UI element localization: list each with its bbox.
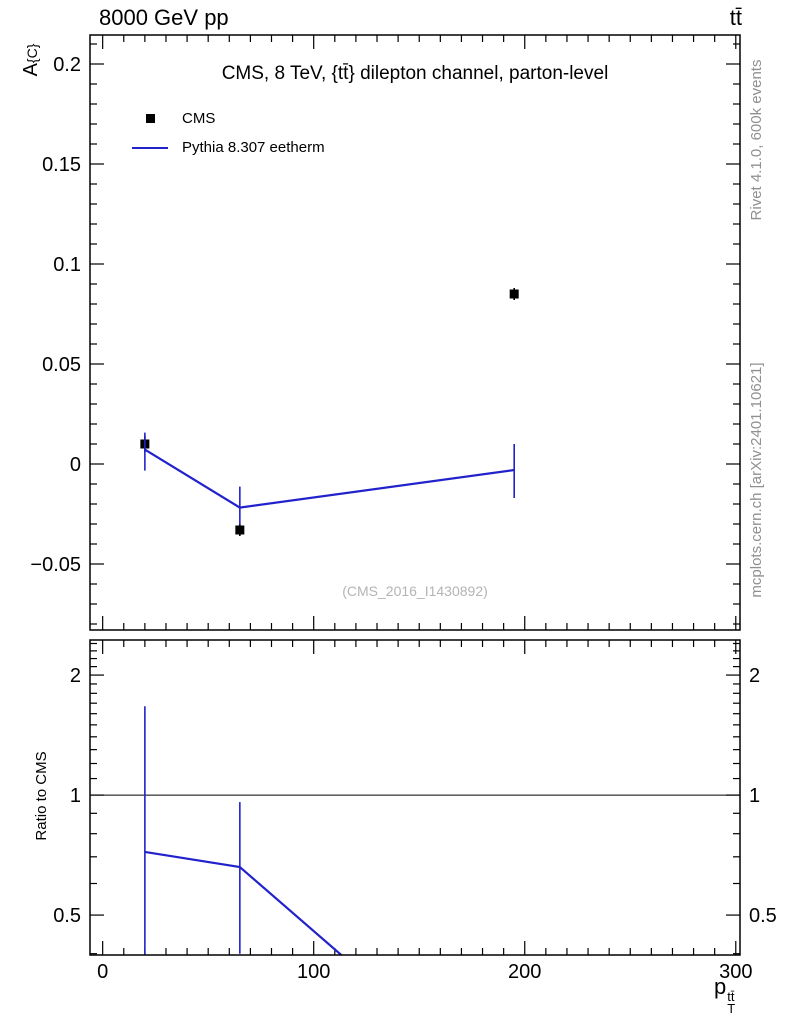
ratio-frame	[89, 639, 741, 956]
tick-label: 0.5	[749, 905, 777, 927]
tick-label: 100	[297, 961, 330, 983]
process-label: tt̄	[729, 5, 742, 30]
ratio-series	[144, 706, 343, 955]
legend-item-cms: CMS	[128, 104, 325, 133]
x-axis-label: p tt̄ T	[714, 974, 735, 1015]
y-axis-label: A{C}	[20, 24, 44, 96]
x-axis-label-sub: T	[727, 1001, 736, 1016]
data-marker	[235, 525, 245, 535]
series-cms	[140, 288, 519, 536]
tick-label: 1	[70, 785, 81, 807]
tick-label: 200	[508, 961, 541, 983]
x-axis-label-sup: tt̄	[727, 989, 735, 1004]
tick-label: 0.05	[42, 354, 81, 376]
legend-marker-cell	[128, 114, 172, 123]
legend: CMS Pythia 8.307 eetherm	[128, 104, 325, 162]
tick-label: 0.5	[53, 905, 81, 927]
data-marker	[509, 289, 519, 299]
ratio-line	[144, 850, 343, 955]
x-axis-label-base: p	[714, 974, 727, 999]
tick-label: 2	[749, 665, 760, 687]
tick-label: 2	[70, 665, 81, 687]
mcplots-arxiv-label: mcplots.cern.ch [arXiv:2401.10621]	[748, 362, 765, 598]
legend-label-pythia: Pythia 8.307 eetherm	[182, 139, 325, 156]
tick-label: 0.2	[53, 54, 81, 76]
tick-label: 300	[719, 961, 752, 983]
pythia-line-icon	[132, 146, 168, 149]
series-pythia	[144, 432, 515, 525]
tick-label: 0	[97, 961, 108, 983]
legend-label-cms: CMS	[182, 110, 216, 127]
ratio-y-axis-label: Ratio to CMS	[33, 751, 50, 841]
tick-label: 0	[70, 454, 81, 476]
y-axis-label-sub: {C}	[24, 43, 40, 64]
legend-item-pythia: Pythia 8.307 eetherm	[128, 133, 325, 162]
cms-square-marker-icon	[145, 114, 155, 123]
legend-marker-cell	[128, 146, 172, 149]
tick-label: 1	[749, 785, 760, 807]
plot-title: CMS, 8 TeV, {tt̄} dilepton channel, part…	[221, 63, 609, 84]
model-line	[144, 448, 515, 509]
analysis-id-watermark: (CMS_2016_I1430892)	[342, 583, 488, 599]
x-axis-label-scripts: tt̄ T	[727, 989, 736, 1016]
tick-label: −0.05	[30, 554, 81, 576]
beam-energy-label: 8000 GeV pp	[99, 5, 229, 30]
main-frame	[89, 34, 741, 631]
rivet-version-label: Rivet 4.1.0, 600k events	[748, 59, 765, 221]
tick-label: 0.15	[42, 154, 81, 176]
y-axis-label-base: A	[20, 63, 42, 77]
tick-label: 0.1	[53, 254, 81, 276]
